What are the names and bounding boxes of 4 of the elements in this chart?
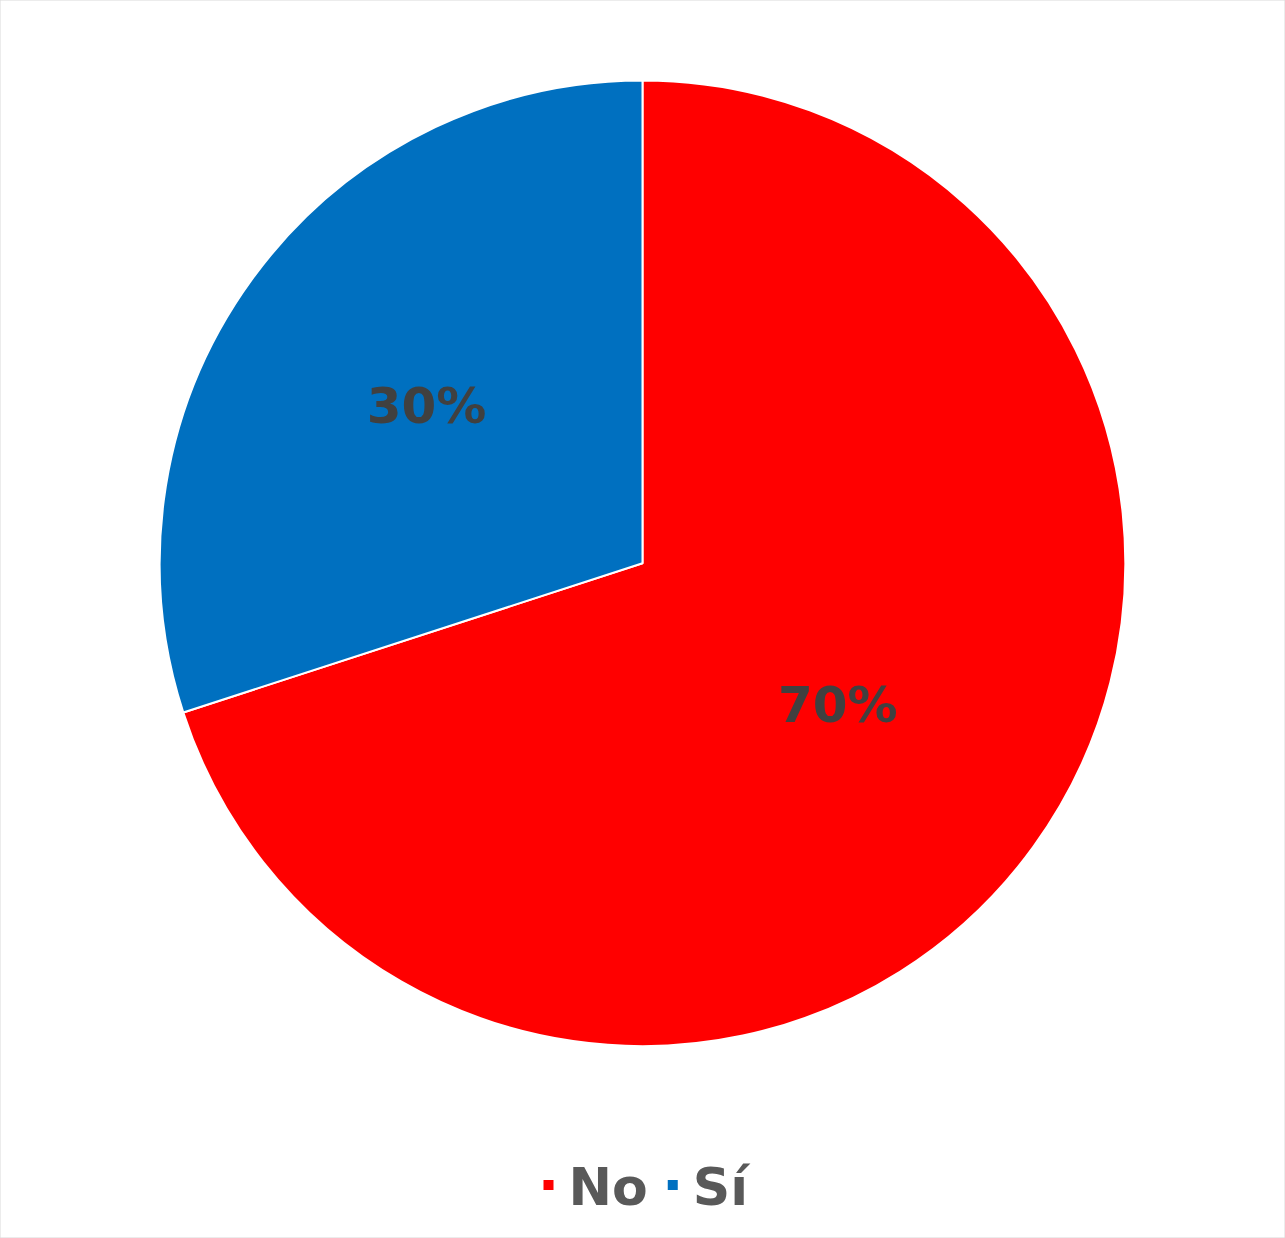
data-label: 30% [366, 377, 487, 436]
data-label: 70% [777, 676, 898, 735]
legend-label: Sí [692, 1157, 752, 1218]
legend-label: No [568, 1157, 648, 1218]
